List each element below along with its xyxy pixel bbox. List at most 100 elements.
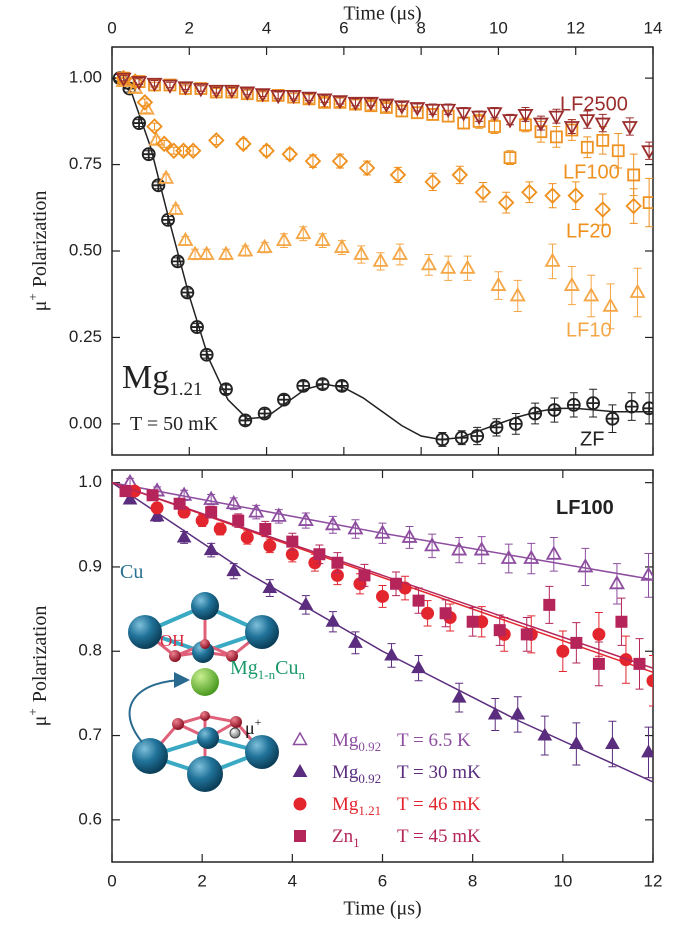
data-point <box>544 252 561 267</box>
data-point <box>259 523 272 536</box>
error-bar <box>548 243 557 280</box>
y-axis-title-part: Polarization <box>29 606 51 703</box>
x-tick-label: 10 <box>489 18 508 37</box>
x-tick-label: 12 <box>644 871 663 890</box>
legend-condition: T = 46 mK <box>397 794 481 815</box>
data-point <box>528 406 543 421</box>
data-point <box>466 615 479 628</box>
data-point <box>543 598 556 611</box>
data-point <box>596 133 610 147</box>
data-point <box>378 98 395 113</box>
legend-name: Mg <box>332 794 359 815</box>
x-tick-label: 6 <box>339 18 348 37</box>
legend-label: Zn1 T = 45 mK <box>332 826 481 850</box>
data-point <box>440 103 457 119</box>
data-point <box>410 106 424 120</box>
data-point <box>348 634 363 648</box>
error-bar <box>552 126 561 148</box>
data-point <box>577 558 594 573</box>
data-point <box>298 596 314 610</box>
data-point <box>257 406 272 421</box>
oh-atom <box>200 711 210 721</box>
data-point <box>295 224 312 240</box>
data-point <box>232 514 245 527</box>
data-point <box>158 169 175 184</box>
data-point <box>195 514 209 528</box>
data-point <box>270 90 287 105</box>
data-point <box>520 628 533 641</box>
cu-atom <box>197 727 219 749</box>
data-point <box>493 624 506 637</box>
x-tick-label: 8 <box>416 18 425 37</box>
data-point <box>353 245 370 260</box>
data-point <box>401 528 418 543</box>
data-point <box>605 411 620 426</box>
y-axis-title-part: μ <box>29 301 51 312</box>
data-point <box>440 259 457 274</box>
cu-atom <box>128 615 162 649</box>
data-point <box>567 187 584 204</box>
data-point <box>149 508 165 522</box>
data-point <box>393 100 410 115</box>
data-point <box>629 283 646 298</box>
y-tick-label: 0.00 <box>69 413 102 432</box>
x-axis-title: Time (μs) <box>343 898 421 920</box>
data-point <box>642 196 653 209</box>
data-point <box>471 110 488 125</box>
data-point <box>586 396 601 411</box>
data-point <box>285 90 302 105</box>
error-bar <box>598 193 607 226</box>
cu-atom <box>191 592 219 620</box>
data-point <box>545 545 562 560</box>
error-bar <box>212 135 221 146</box>
data-point <box>151 178 166 193</box>
data-point <box>208 84 225 100</box>
data-point <box>285 547 299 561</box>
data-point <box>627 168 641 182</box>
data-point <box>424 103 441 119</box>
data-layer <box>112 473 653 783</box>
x-tick-label: 10 <box>553 871 572 890</box>
error-bar <box>150 122 159 131</box>
data-point <box>565 123 579 137</box>
data-point <box>358 159 376 177</box>
legend-name-sub: 0.92 <box>358 739 381 754</box>
data-point <box>235 135 252 153</box>
data-point <box>213 522 227 536</box>
data-point <box>237 242 254 257</box>
y-tick-label: 1.00 <box>69 68 102 87</box>
data-point <box>580 140 594 154</box>
error-bar <box>633 267 642 318</box>
data-point <box>362 96 379 112</box>
data-point <box>592 657 605 670</box>
data-point <box>170 254 185 269</box>
error-bar <box>571 181 580 211</box>
oh-atom <box>169 650 181 662</box>
data-point <box>549 130 563 144</box>
data-point <box>240 530 254 544</box>
data-point <box>409 102 426 117</box>
data-point <box>570 636 583 649</box>
legend-name-sub: 1.21 <box>358 803 381 818</box>
data-point <box>624 399 639 414</box>
data-point <box>566 397 581 412</box>
data-point <box>256 238 273 253</box>
data-point <box>537 727 553 741</box>
data-point <box>177 81 194 96</box>
data-point <box>277 392 291 407</box>
data-point <box>412 594 425 607</box>
fit-line <box>112 481 653 669</box>
error-bar <box>494 271 503 300</box>
x-tick-label: 8 <box>468 871 477 890</box>
data-point <box>141 147 156 162</box>
muon-site <box>229 727 241 739</box>
data-point <box>489 420 504 435</box>
data-point <box>451 166 469 184</box>
legend-marker <box>292 731 308 746</box>
error-bar <box>513 279 522 313</box>
data-point <box>155 135 173 153</box>
data-point <box>625 197 642 215</box>
data-point <box>132 116 146 130</box>
inset-label: OH <box>160 631 185 650</box>
data-point <box>180 285 195 300</box>
